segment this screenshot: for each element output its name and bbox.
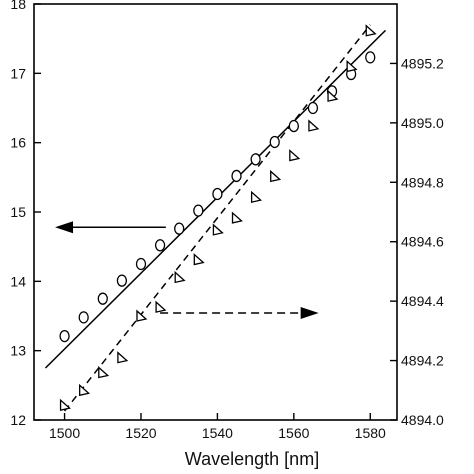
triangle-marker bbox=[136, 309, 148, 322]
x-tick-label: 1560 bbox=[278, 425, 309, 441]
y-left-tick-label: 16 bbox=[10, 135, 26, 151]
circle-marker bbox=[212, 187, 223, 201]
x-axis-title: Wavelength [nm] bbox=[185, 449, 319, 469]
left-axis-arrow-head bbox=[55, 221, 74, 234]
plot-frame bbox=[33, 3, 398, 421]
circle-marker bbox=[97, 292, 108, 305]
circle-marker bbox=[154, 239, 166, 252]
circle-marker bbox=[269, 135, 280, 149]
circle-marker bbox=[116, 274, 128, 287]
circle-marker bbox=[365, 51, 376, 64]
triangle-marker bbox=[270, 169, 282, 183]
y-left-tick-label: 15 bbox=[10, 204, 26, 220]
data-markers bbox=[59, 24, 377, 411]
triangle-marker bbox=[174, 270, 186, 284]
circle-marker bbox=[59, 329, 70, 343]
y-right-tick-label: 4894.2 bbox=[401, 353, 444, 369]
y-right-tick-label: 4894.4 bbox=[401, 293, 444, 309]
triangle-marker bbox=[231, 211, 243, 224]
triangle-marker bbox=[289, 149, 301, 162]
right-axis-arrow-head bbox=[300, 307, 319, 320]
y-right-tick-label: 4894.8 bbox=[401, 174, 444, 190]
x-tick-label: 1520 bbox=[125, 425, 156, 441]
axes-layer bbox=[33, 3, 398, 421]
triangle-marker bbox=[79, 383, 91, 397]
triangle-marker bbox=[308, 119, 320, 132]
circle-marker bbox=[231, 169, 242, 183]
axis-arrows bbox=[55, 221, 319, 320]
triangle-marker bbox=[59, 398, 71, 411]
y-right-tick-label: 4895.0 bbox=[401, 115, 444, 131]
triangle-marker bbox=[193, 253, 205, 266]
triangle-fit-line bbox=[63, 24, 371, 412]
triangle-marker bbox=[327, 89, 339, 102]
tick-labels: 1500 1520 1540 1560 1580 12 13 14 15 16 17 18 4894.0… bbox=[10, 0, 444, 441]
y-left-tick-label: 17 bbox=[10, 65, 26, 81]
x-tick-label: 1500 bbox=[49, 425, 80, 441]
x-tick-label: 1580 bbox=[355, 425, 386, 441]
triangle-marker bbox=[98, 366, 110, 379]
triangle-marker bbox=[212, 223, 224, 236]
circle-marker bbox=[135, 257, 147, 271]
circle-marker bbox=[307, 101, 319, 115]
y-right-tick-label: 4895.2 bbox=[401, 55, 444, 71]
fit-lines bbox=[44, 24, 387, 412]
y-left-tick-label: 12 bbox=[10, 412, 26, 428]
y-left-tick-label: 18 bbox=[10, 0, 26, 12]
circle-marker bbox=[78, 311, 89, 324]
y-right-tick-label: 4894.6 bbox=[401, 234, 444, 250]
triangle-marker bbox=[346, 59, 358, 73]
y-left-tick-label: 14 bbox=[10, 273, 26, 289]
circle-marker bbox=[288, 119, 299, 133]
triangle-marker bbox=[155, 300, 167, 313]
circle-marker bbox=[174, 222, 185, 235]
x-tick-label: 1540 bbox=[202, 425, 233, 441]
triangle-marker bbox=[365, 24, 377, 37]
circle-marker bbox=[193, 204, 204, 217]
triangle-marker bbox=[117, 351, 129, 364]
triangle-marker bbox=[250, 190, 263, 203]
y-left-tick-label: 13 bbox=[10, 343, 26, 359]
y-right-tick-label: 4894.0 bbox=[401, 412, 444, 428]
circle-marker bbox=[250, 153, 261, 166]
